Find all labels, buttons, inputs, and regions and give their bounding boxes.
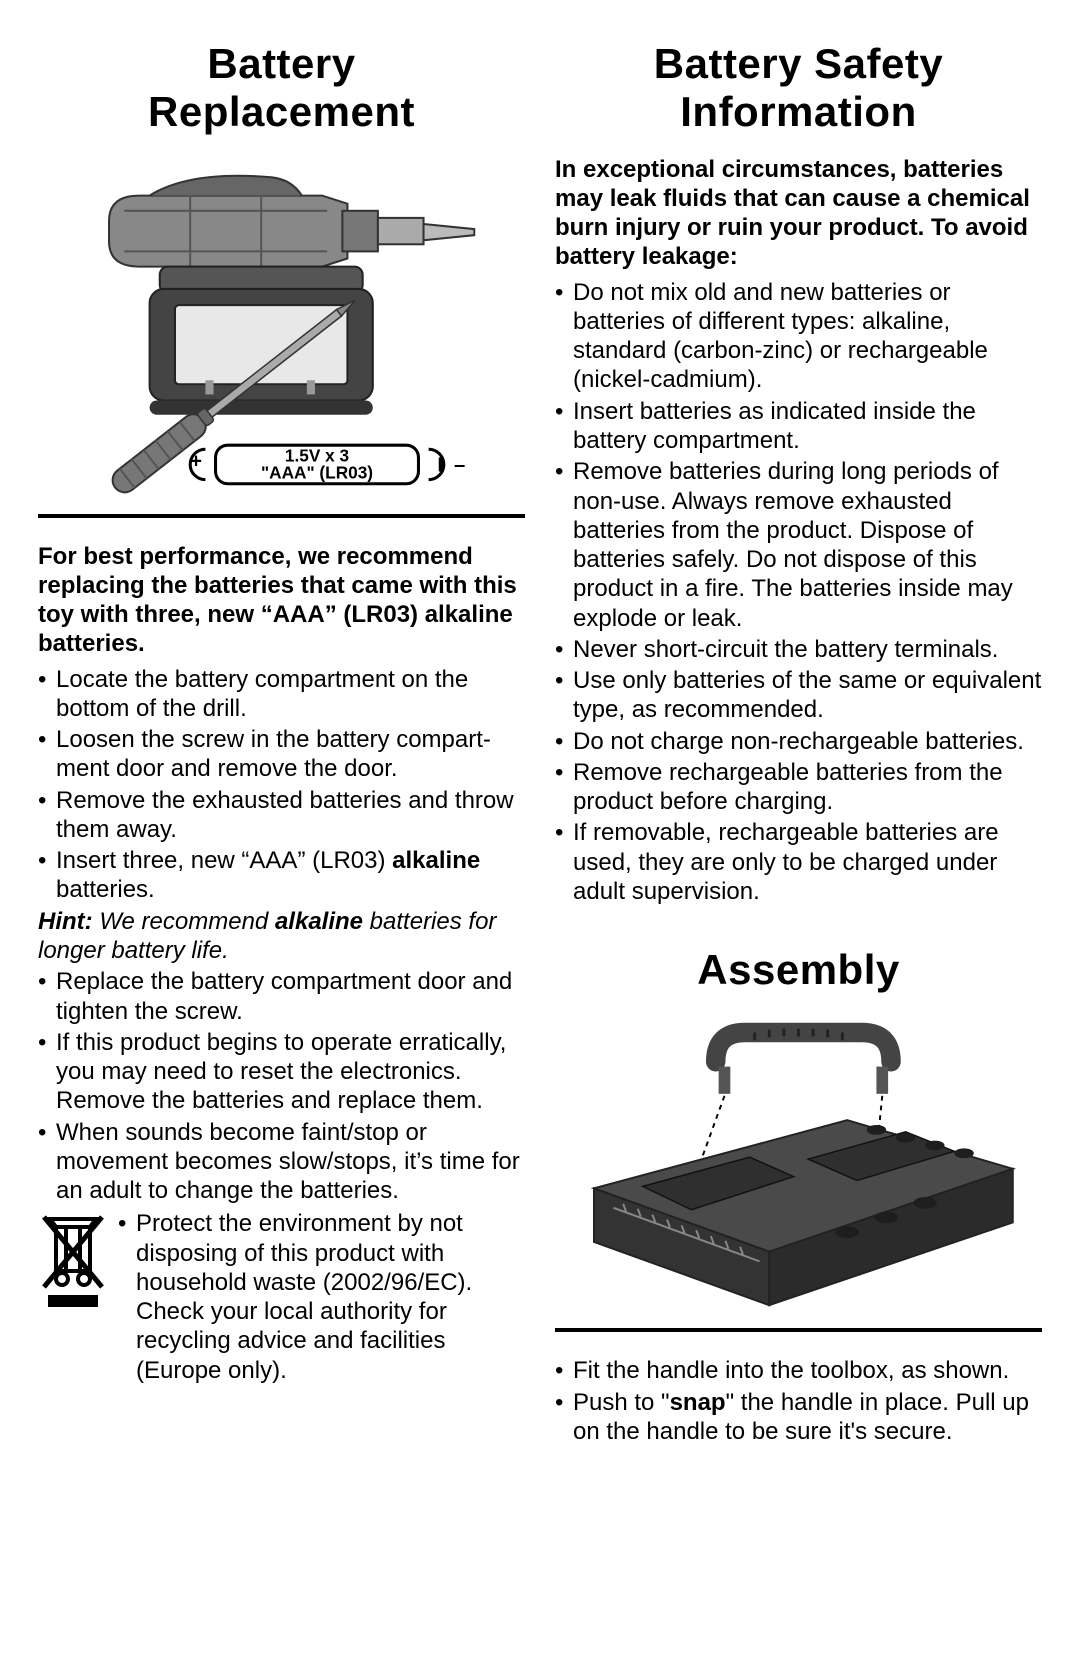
battery-spec-line2: "AAA" (LR03) [261, 462, 373, 482]
list-item: Do not charge non-rechargeable batteries… [555, 727, 1042, 756]
safety-intro: In exceptional circumstances, batteries … [555, 155, 1042, 272]
list-item: If removable, rechargeable batteries are… [555, 818, 1042, 906]
svg-text:–: – [454, 454, 465, 476]
weee-text: Protect the environment by not disposing… [118, 1209, 525, 1385]
list-item: If this product begins to operate errati… [38, 1028, 525, 1116]
list-item: Remove rechargeable batteries from the p… [555, 758, 1042, 817]
hint-text: Hint: We recommend alkaline batteries fo… [38, 907, 525, 966]
heading-line: Battery [207, 40, 355, 87]
list-item: When sounds become faint/stop or movemen… [38, 1118, 525, 1206]
safety-bullets: Do not mix old and new batteries or batt… [555, 278, 1042, 907]
replacement-steps-b: Replace the battery compartment door and… [38, 967, 525, 1205]
text: batteries. [56, 876, 155, 903]
weee-icon [38, 1209, 108, 1309]
list-item: Insert three, new “AAA” (LR03) alkaline … [38, 846, 525, 905]
text: We recommend [93, 908, 275, 935]
divider [555, 1328, 1042, 1332]
text-bold: snap [670, 1389, 726, 1416]
divider [38, 514, 525, 518]
text: Push to " [573, 1389, 670, 1416]
text-bold: alkaline [275, 908, 363, 935]
list-item: Remove batteries during long periods of … [555, 457, 1042, 633]
assembly-bullets: Fit the handle into the toolbox, as show… [555, 1356, 1042, 1446]
text-bold: alkaline [392, 847, 480, 874]
list-item: Remove the exhausted batteries and throw… [38, 786, 525, 845]
replacement-steps-a: Locate the battery compartment on the bo… [38, 665, 525, 905]
list-item: Loosen the screw in the battery compart­… [38, 725, 525, 784]
heading-line: Battery Safety [654, 40, 943, 87]
list-item: Push to "snap" the handle in place. Pull… [555, 1388, 1042, 1447]
replacement-intro: For best performance, we recommend repla… [38, 542, 525, 659]
toolbox-illustration [555, 1013, 1042, 1315]
text: Insert three, new “AAA” (LR03) [56, 847, 392, 874]
assembly-heading: Assembly [555, 946, 1042, 994]
weee-row: Protect the environment by not disposing… [38, 1209, 525, 1385]
heading-line: Information [680, 88, 916, 135]
list-item: Do not mix old and new batteries or batt… [555, 278, 1042, 395]
list-item: Fit the handle into the toolbox, as show… [555, 1356, 1042, 1385]
right-column: Battery Safety Information In exceptiona… [555, 40, 1042, 1448]
list-item: Replace the battery compartment door and… [38, 967, 525, 1026]
list-item: Insert batteries as indicated inside the… [555, 397, 1042, 456]
page: Battery Replacement [38, 40, 1042, 1448]
list-item: Locate the battery compartment on the bo… [38, 665, 525, 724]
hint-label: Hint: [38, 908, 93, 935]
list-item: Never short-circuit the battery terminal… [555, 635, 1042, 664]
list-item: Use only batteries of the same or equiva… [555, 666, 1042, 725]
drill-illustration: + – 1.5V x 3 "AAA" (LR03) [38, 155, 525, 500]
battery-safety-heading: Battery Safety Information [555, 40, 1042, 137]
heading-line: Replacement [148, 88, 415, 135]
battery-replacement-heading: Battery Replacement [38, 40, 525, 137]
left-column: Battery Replacement [38, 40, 525, 1448]
